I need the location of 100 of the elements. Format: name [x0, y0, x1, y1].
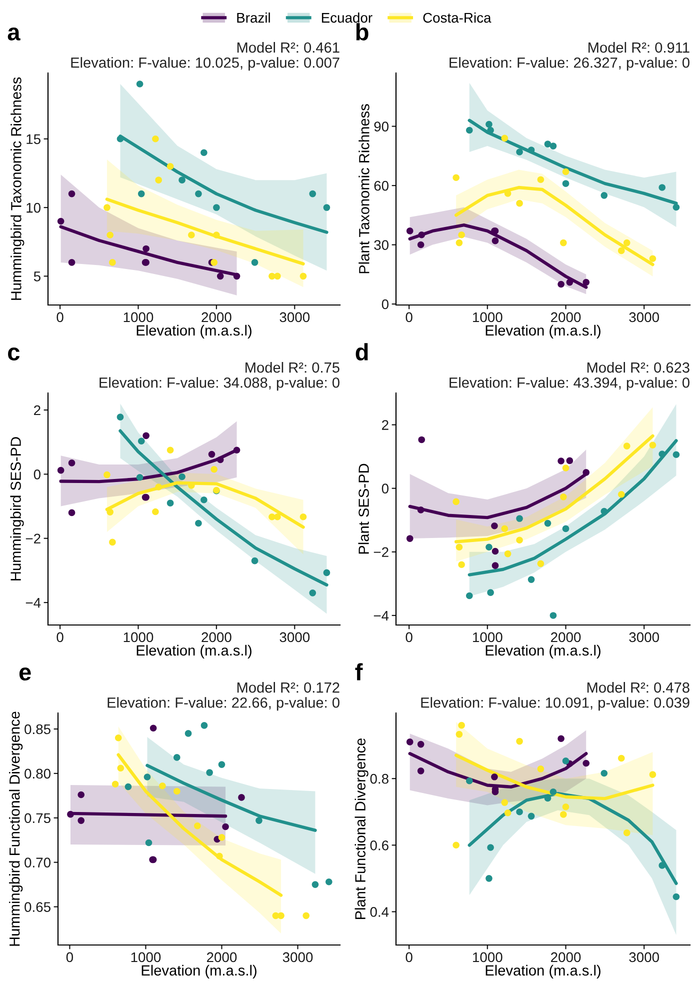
point: [458, 232, 465, 238]
point: [560, 494, 567, 500]
point: [456, 730, 463, 738]
point: [323, 204, 330, 211]
point: [486, 120, 492, 128]
point: [562, 758, 570, 764]
y-tick-label: 2: [34, 405, 40, 416]
point: [466, 126, 473, 134]
x-axis-title: Elevation (m.a.s.l): [486, 324, 600, 338]
point: [558, 735, 564, 742]
point: [600, 192, 608, 199]
point: [218, 834, 226, 841]
point: [501, 799, 508, 806]
point: [184, 730, 192, 737]
y-axis-title: Plant SES-PD: [358, 464, 369, 554]
x-axis-title: Elevation (m.a.s.l): [486, 644, 600, 658]
point: [516, 536, 523, 544]
point: [516, 200, 523, 207]
point: [216, 272, 224, 280]
point: [618, 247, 625, 254]
point: [210, 466, 218, 473]
y-axis-title: Hummingbird Taxonomic Richness: [10, 77, 24, 300]
point: [537, 560, 544, 568]
point: [136, 474, 144, 481]
point: [155, 484, 162, 490]
point: [152, 135, 159, 142]
point: [210, 259, 218, 266]
point: [300, 513, 307, 520]
legend-label: Brazil: [237, 12, 270, 23]
point: [104, 471, 110, 478]
x-tick-label: 0: [66, 952, 74, 962]
point: [57, 218, 64, 225]
point: [623, 442, 630, 450]
point: [178, 176, 186, 184]
point: [194, 822, 201, 830]
point: [566, 278, 574, 286]
point: [417, 740, 424, 748]
line-series: [105, 198, 305, 266]
point: [452, 498, 460, 506]
point: [206, 769, 213, 776]
text: Elevation: F-value: 34.088, p-value: 0: [100, 377, 340, 391]
point: [658, 862, 666, 869]
point: [492, 562, 499, 569]
text: Model R²: 0.172: [237, 682, 340, 693]
line-series: [118, 429, 328, 586]
point: [562, 803, 570, 810]
point: [458, 722, 465, 729]
point: [491, 522, 498, 530]
point: [544, 140, 552, 148]
point: [417, 506, 424, 514]
point: [136, 80, 144, 88]
point: [418, 436, 426, 444]
line-series: [454, 186, 654, 266]
x-tick-label: 3000: [282, 952, 313, 962]
point: [124, 783, 132, 790]
point: [516, 738, 523, 745]
point: [233, 272, 240, 280]
point: [618, 754, 625, 762]
y-tick-label: 0.6: [370, 840, 388, 850]
x-tick-label: 2000: [206, 952, 237, 962]
point: [312, 881, 319, 888]
point: [528, 576, 535, 583]
point: [406, 228, 414, 234]
point: [216, 852, 223, 860]
point: [406, 738, 414, 746]
point: [618, 490, 625, 498]
point: [138, 190, 145, 198]
point: [150, 724, 157, 732]
y-tick-label: 30: [374, 240, 389, 250]
y-tick-label: 0.65: [24, 902, 50, 912]
text: Elevation: F-value: 22.66, p-value: 0: [108, 697, 340, 711]
point: [208, 450, 216, 458]
point: [491, 774, 498, 780]
point: [417, 241, 424, 248]
point: [452, 174, 460, 182]
point: [109, 259, 116, 266]
y-tick-label: 0.70: [24, 858, 51, 868]
point: [195, 190, 202, 198]
x-tick-label: 3000: [629, 312, 659, 322]
point: [274, 272, 281, 280]
y-tick-label: 0.80: [24, 768, 51, 779]
point: [166, 446, 174, 454]
point: [216, 456, 224, 464]
y-tick-label: 60: [374, 180, 389, 191]
y-tick-label: 0.85: [24, 724, 50, 734]
point: [558, 458, 564, 464]
point: [251, 557, 258, 564]
point: [417, 768, 424, 774]
text: Model R²: 0.75: [246, 362, 340, 373]
point: [78, 817, 85, 824]
y-tick-label: 0: [382, 484, 389, 494]
line-series: [408, 223, 588, 289]
text: Model R²: 0.623: [587, 362, 690, 373]
point: [68, 509, 76, 516]
text: Elevation: F-value: 43.394, p-value: 0: [450, 377, 690, 391]
x-tick-label: 0: [406, 632, 412, 642]
y-tick-label: 5: [34, 272, 40, 282]
point: [528, 812, 535, 820]
point: [159, 782, 166, 790]
point: [155, 176, 162, 184]
